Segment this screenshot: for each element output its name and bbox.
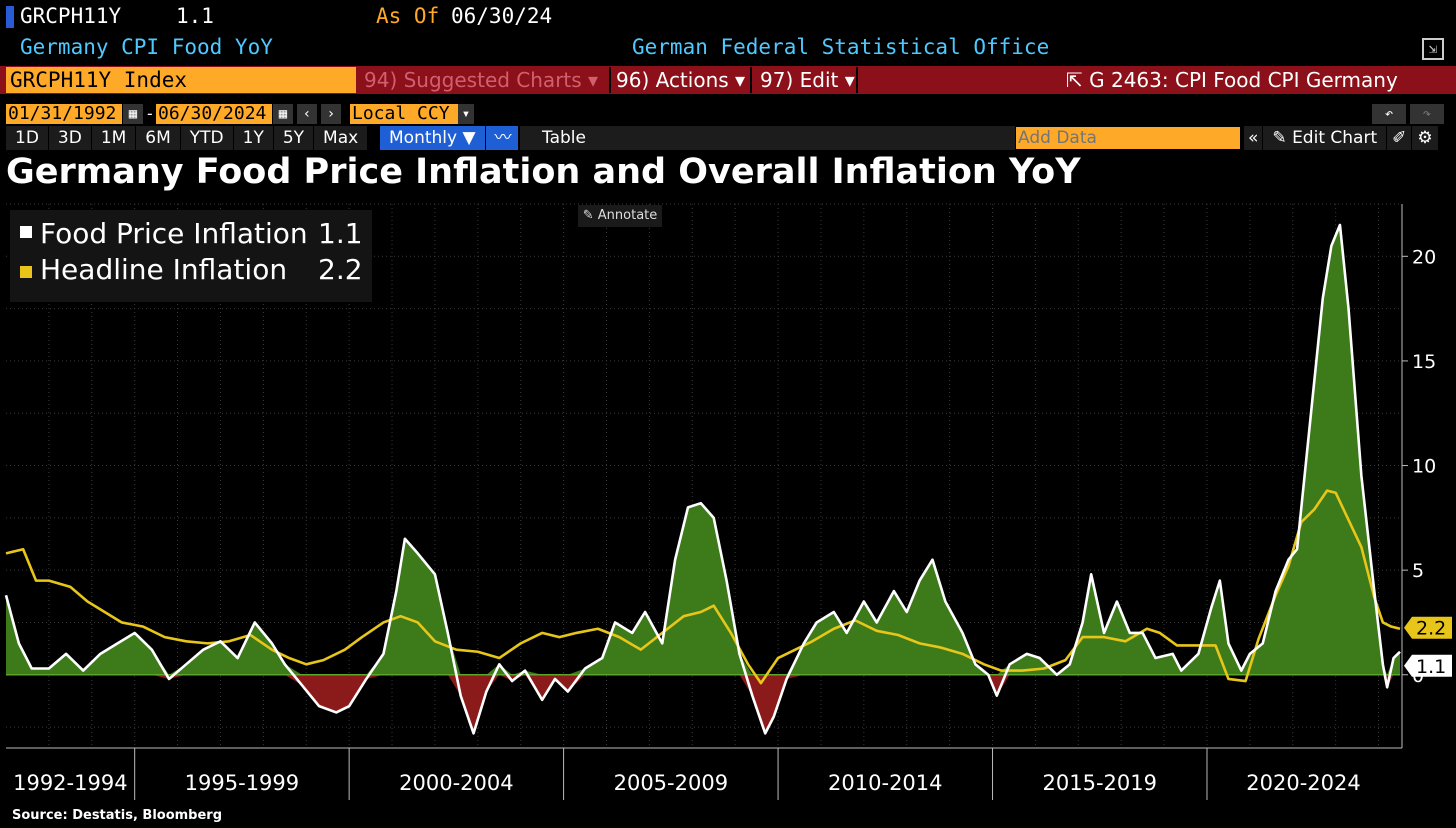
edit-settings-icon[interactable]: ✐: [1387, 126, 1412, 150]
as-of-date: 06/30/24: [451, 4, 553, 28]
add-data-input[interactable]: [1016, 127, 1240, 149]
chevron-down-icon: ▾: [588, 68, 599, 92]
last-value-tag-headline-text: 2.2: [1416, 618, 1446, 640]
edit-label: 97) Edit: [760, 68, 839, 92]
frequency-select[interactable]: Monthly ▼: [380, 126, 485, 150]
x-period-label: 2020-2024: [1246, 771, 1360, 795]
popout-icon[interactable]: ⇲: [1422, 38, 1444, 60]
annotate-button[interactable]: ✎ Annotate: [578, 205, 662, 227]
x-period-label: 1992-1994: [13, 771, 127, 795]
period-button-3d[interactable]: 3D: [48, 126, 91, 150]
chevron-down-icon: ▾: [844, 68, 855, 92]
annotate-label: Annotate: [597, 208, 658, 223]
period-button-5y[interactable]: 5Y: [273, 126, 314, 150]
as-of-label: As Of: [376, 4, 440, 28]
security-name: Germany CPI Food YoY: [20, 35, 273, 59]
chevron-left-icon[interactable]: ‹: [297, 104, 317, 124]
x-period-label: 2000-2004: [399, 771, 513, 795]
chevron-down-icon: ▾: [735, 68, 746, 92]
suggested-charts-label: 94) Suggested Charts: [364, 68, 582, 92]
source-org: German Federal Statistical Office: [632, 35, 1050, 59]
edit-menu[interactable]: 97) Edit ▾: [760, 67, 855, 93]
pencil-icon: ✎: [582, 208, 594, 223]
index-field[interactable]: GRCPH11Y Index: [6, 67, 356, 93]
headline-inflation-line: [5, 489, 1401, 685]
undo-icon[interactable]: ↶: [1372, 104, 1406, 124]
edit-chart-button[interactable]: ✎ Edit Chart: [1263, 126, 1387, 150]
external-link-icon: ⇱: [1066, 68, 1083, 92]
chevron-down-icon[interactable]: ▾: [458, 104, 474, 124]
chart-grid: [6, 203, 1400, 748]
legend-label-food: Food Price Inflation: [40, 217, 308, 250]
currency-select[interactable]: Local CCY: [350, 104, 458, 124]
period-button-1m[interactable]: 1M: [91, 126, 136, 150]
period-button-1d[interactable]: 1D: [6, 126, 48, 150]
period-button-max[interactable]: Max: [314, 126, 368, 150]
table-button[interactable]: Table: [520, 126, 608, 150]
collapse-icon[interactable]: «: [1244, 126, 1263, 150]
calendar-icon[interactable]: ▦: [273, 104, 293, 124]
last-value-tag-food-text: 1.1: [1416, 656, 1446, 678]
legend-swatch-headline: [20, 266, 32, 278]
x-period-label: 2005-2009: [614, 771, 728, 795]
chart-id: G 2463: CPI Food CPI Germany: [1089, 68, 1398, 92]
edit-chart-label: Edit Chart: [1292, 128, 1378, 148]
frequency-control: Monthly ▼ 〰: [380, 126, 519, 150]
series-lines: [4, 223, 1401, 735]
legend: Food Price Inflation 1.1 Headline Inflat…: [10, 210, 372, 302]
food-price-inflation-line: [4, 223, 1401, 735]
last-value-tag-headline: 2.2: [1404, 616, 1452, 640]
last-value: 1.1: [176, 4, 214, 28]
line-chart-icon[interactable]: 〰: [485, 126, 518, 150]
x-period-label: 1995-1999: [185, 771, 299, 795]
menu-divider: [856, 67, 858, 93]
chart-id-link[interactable]: ⇱ G 2463: CPI Food CPI Germany: [1066, 67, 1398, 93]
toolbar-spacer: [605, 126, 1015, 150]
period-button-1y[interactable]: 1Y: [233, 126, 273, 150]
x-period-label: 2010-2014: [828, 771, 942, 795]
start-date-field[interactable]: 01/31/1992: [6, 104, 122, 124]
x-period-label: 2015-2019: [1043, 771, 1157, 795]
y-tick-label: 15: [1412, 351, 1436, 373]
ticker: GRCPH11Y: [20, 4, 122, 28]
legend-value-food: 1.1: [318, 217, 363, 250]
source-note: Source: Destatis, Bloomberg: [12, 808, 223, 823]
actions-menu[interactable]: 96) Actions ▾: [616, 67, 745, 93]
positive-area-fill: [6, 224, 1400, 675]
period-button-ytd[interactable]: YTD: [180, 126, 233, 150]
chart-area: 051015202.21.11992-19941995-19992000-200…: [4, 203, 1452, 800]
suggested-charts-menu[interactable]: 94) Suggested Charts ▾: [364, 67, 598, 93]
chart-axes: 051015202.21.11992-19941995-19992000-200…: [6, 204, 1452, 800]
pencil-icon: ✎: [1272, 128, 1287, 148]
y-tick-label: 5: [1412, 560, 1424, 582]
legend-value-headline: 2.2: [318, 253, 363, 286]
area-fills: [6, 224, 1400, 734]
legend-swatch-food: [20, 226, 32, 238]
chevron-right-icon[interactable]: ›: [321, 104, 341, 124]
menu-divider: [609, 67, 611, 93]
edit-chart-controls: «✎ Edit Chart ✐ ⚙: [1244, 126, 1439, 150]
menu-divider: [750, 67, 752, 93]
y-tick-label: 20: [1412, 246, 1436, 268]
chart-title: Germany Food Price Inflation and Overall…: [6, 152, 1081, 192]
end-date-field[interactable]: 06/30/2024: [156, 104, 272, 124]
actions-label: 96) Actions: [616, 68, 729, 92]
y-tick-label: 10: [1412, 456, 1436, 478]
redo-icon[interactable]: ↷: [1410, 104, 1444, 124]
period-button-6m[interactable]: 6M: [136, 126, 180, 150]
legend-label-headline: Headline Inflation: [40, 253, 288, 286]
calendar-icon[interactable]: ▦: [123, 104, 143, 124]
date-separator: -: [145, 104, 155, 123]
period-selector: 1D 3D 1M 6M YTD 1Y 5Y Max: [6, 126, 368, 150]
last-value-tag-food: 1.1: [1404, 654, 1452, 678]
security-marker: [6, 6, 14, 28]
gear-icon[interactable]: ⚙: [1412, 126, 1438, 150]
negative-area-fill: [6, 674, 1400, 734]
table-toggle[interactable]: Table: [520, 126, 609, 150]
